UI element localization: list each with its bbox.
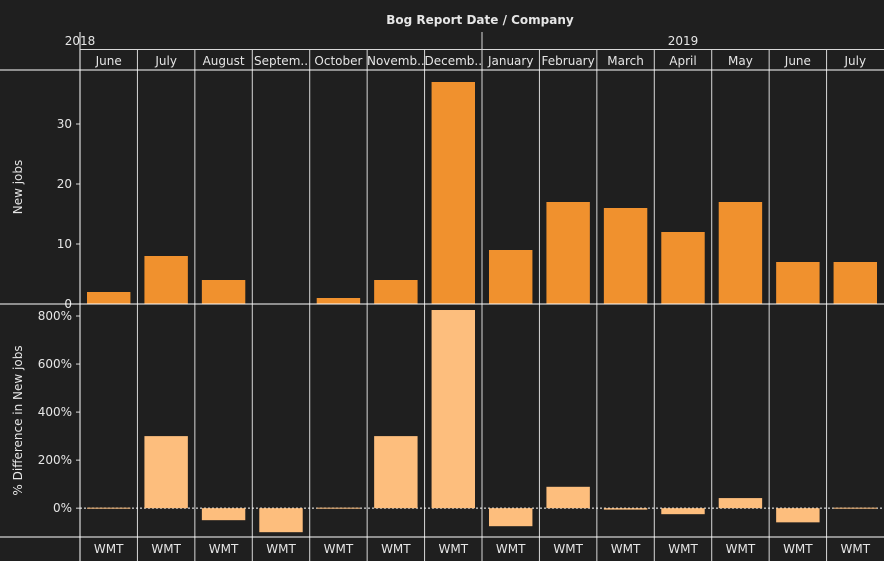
chart-frame xyxy=(0,32,884,561)
bar-new-jobs xyxy=(603,208,648,304)
month-label: January xyxy=(487,54,534,68)
month-label: February xyxy=(542,54,595,68)
month-label: July xyxy=(154,54,177,68)
bar-pct-diff xyxy=(603,508,648,510)
bar-pct-diff xyxy=(431,310,475,509)
month-label: March xyxy=(607,54,644,68)
year-label: 2019 xyxy=(668,34,699,48)
bar-new-jobs xyxy=(833,262,877,304)
company-label: WMT xyxy=(151,542,181,556)
month-header: June July August Septem.. October Novemb.. Dec… xyxy=(95,50,866,70)
bar-pct-diff xyxy=(661,508,705,515)
month-label: May xyxy=(728,54,753,68)
company-label: WMT xyxy=(553,542,583,556)
bar-pct-diff xyxy=(316,507,361,509)
tick-label: 600% xyxy=(38,357,72,371)
bar-pct-diff xyxy=(87,507,131,509)
bar-pct-diff xyxy=(259,508,303,533)
tick-label: 10 xyxy=(57,237,72,251)
bar-new-jobs xyxy=(87,292,131,304)
tick-label: 0% xyxy=(53,501,72,515)
month-label: Septem.. xyxy=(254,54,308,68)
bar-pct-diff xyxy=(833,507,877,509)
month-label: August xyxy=(203,54,245,68)
pct-difference-panel: 0% 200% 400% 600% 800% % Difference in New jo… xyxy=(11,304,884,537)
bar-new-jobs xyxy=(776,262,820,304)
company-label: WMT xyxy=(439,542,469,556)
bar-new-jobs xyxy=(718,202,763,304)
tick-label: 30 xyxy=(57,117,72,131)
bar-pct-diff xyxy=(374,436,418,509)
company-label: WMT xyxy=(611,542,641,556)
bar-pct-diff xyxy=(144,436,188,509)
y-axis-title: % Difference in New jobs xyxy=(11,345,25,495)
tick-label: 400% xyxy=(38,405,72,419)
company-label: WMT xyxy=(783,542,813,556)
company-label: WMT xyxy=(209,542,239,556)
month-label: July xyxy=(843,54,866,68)
bar-new-jobs xyxy=(316,298,361,304)
company-label: WMT xyxy=(324,542,354,556)
bar-new-jobs xyxy=(431,82,475,304)
company-label: WMT xyxy=(94,542,124,556)
month-label: Decemb.. xyxy=(425,54,483,68)
tick-label: 800% xyxy=(38,309,72,323)
bar-pct-diff xyxy=(546,486,590,509)
bar-new-jobs xyxy=(374,280,418,304)
bar-new-jobs xyxy=(489,250,533,304)
bar-pct-diff xyxy=(718,498,763,509)
company-label: WMT xyxy=(496,542,526,556)
bar-new-jobs xyxy=(661,232,705,304)
company-label: WMT xyxy=(841,542,871,556)
month-label: October xyxy=(314,54,362,68)
company-footer: WMT WMT WMT WMT WMT WMT WMT WMT WMT WMT WMT WMT WMT W… xyxy=(94,537,871,561)
chart-title: Bog Report Date / Company xyxy=(386,13,574,27)
company-label: WMT xyxy=(668,542,698,556)
month-label: June xyxy=(784,54,811,68)
bar-pct-diff xyxy=(201,508,246,521)
company-label: WMT xyxy=(381,542,411,556)
tick-label: 200% xyxy=(38,453,72,467)
company-label: WMT xyxy=(266,542,296,556)
tick-label: 20 xyxy=(57,177,72,191)
bar-pct-diff xyxy=(489,508,533,527)
bar-new-jobs xyxy=(546,202,590,304)
y-axis-title: New jobs xyxy=(11,160,25,215)
company-label: WMT xyxy=(726,542,756,556)
month-label: Novemb.. xyxy=(367,54,425,68)
month-label: April xyxy=(669,54,696,68)
bar-pct-diff xyxy=(776,508,820,523)
month-label: June xyxy=(95,54,122,68)
bar-new-jobs xyxy=(201,280,246,304)
bar-new-jobs xyxy=(144,256,188,304)
